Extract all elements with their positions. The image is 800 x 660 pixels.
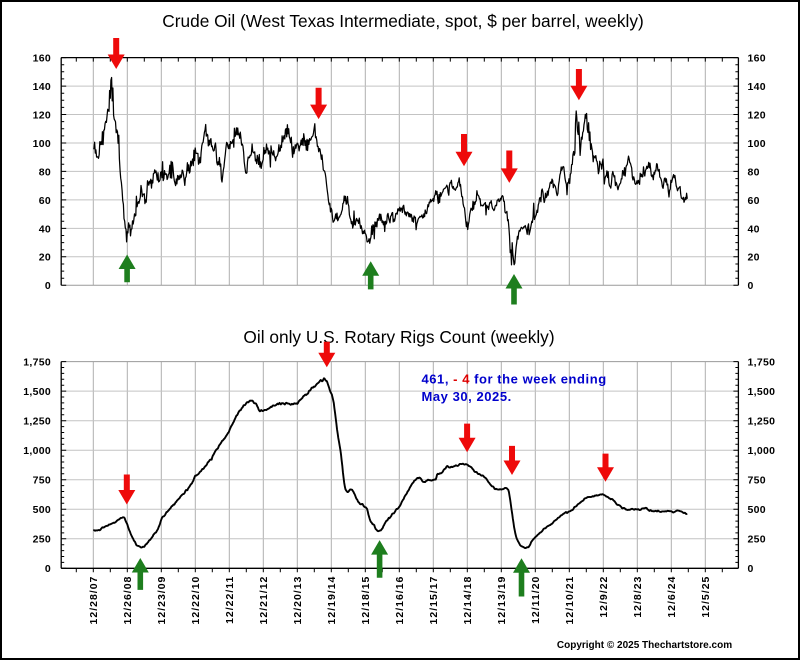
svg-text:12/26/08: 12/26/08 xyxy=(122,576,134,625)
svg-text:12/22/10: 12/22/10 xyxy=(190,576,202,625)
svg-text:1,000: 1,000 xyxy=(748,445,776,457)
svg-text:12/13/19: 12/13/19 xyxy=(496,576,508,625)
svg-text:12/15/17: 12/15/17 xyxy=(428,576,440,625)
svg-text:40: 40 xyxy=(39,223,51,235)
svg-text:40: 40 xyxy=(748,223,760,235)
svg-text:80: 80 xyxy=(748,166,760,178)
svg-text:1,250: 1,250 xyxy=(23,416,51,428)
svg-text:1,000: 1,000 xyxy=(23,445,51,457)
svg-text:60: 60 xyxy=(39,195,51,207)
svg-text:120: 120 xyxy=(748,109,766,121)
svg-text:60: 60 xyxy=(748,195,760,207)
svg-text:1,500: 1,500 xyxy=(748,386,776,398)
svg-text:20: 20 xyxy=(748,252,760,264)
svg-text:12/18/15: 12/18/15 xyxy=(360,576,372,625)
svg-text:12/6/24: 12/6/24 xyxy=(666,576,678,618)
svg-text:12/23/09: 12/23/09 xyxy=(156,576,168,625)
svg-text:20: 20 xyxy=(39,252,51,264)
svg-text:0: 0 xyxy=(45,563,51,575)
svg-text:1,500: 1,500 xyxy=(23,386,51,398)
svg-text:Crude Oil (West Texas Intermed: Crude Oil (West Texas Intermediate, spot… xyxy=(162,11,644,31)
svg-text:Copyright © 2025 Thechartstore: Copyright © 2025 Thechartstore.com xyxy=(557,640,732,651)
svg-text:750: 750 xyxy=(33,475,51,487)
svg-text:0: 0 xyxy=(45,280,51,292)
svg-text:500: 500 xyxy=(748,504,766,516)
svg-text:12/10/21: 12/10/21 xyxy=(564,576,576,625)
svg-text:12/14/18: 12/14/18 xyxy=(462,576,474,625)
svg-text:12/20/13: 12/20/13 xyxy=(292,576,304,625)
svg-text:12/21/12: 12/21/12 xyxy=(258,576,270,625)
svg-text:750: 750 xyxy=(748,475,766,487)
svg-text:12/11/20: 12/11/20 xyxy=(530,576,542,624)
svg-text:120: 120 xyxy=(33,109,51,121)
svg-text:160: 160 xyxy=(748,53,766,65)
svg-text:500: 500 xyxy=(33,504,51,516)
svg-text:1,750: 1,750 xyxy=(23,357,51,369)
svg-text:80: 80 xyxy=(39,166,51,178)
svg-text:100: 100 xyxy=(33,138,51,150)
svg-text:140: 140 xyxy=(748,81,766,93)
svg-text:461, - 4 for the week ending: 461, - 4 for the week ending xyxy=(422,371,607,386)
svg-text:12/8/23: 12/8/23 xyxy=(632,576,644,618)
svg-text:12/19/14: 12/19/14 xyxy=(326,576,338,625)
svg-text:May 30, 2025.: May 30, 2025. xyxy=(422,389,512,404)
svg-text:160: 160 xyxy=(33,53,51,65)
svg-text:1,250: 1,250 xyxy=(748,416,776,428)
svg-text:1,750: 1,750 xyxy=(748,357,776,369)
svg-text:12/28/07: 12/28/07 xyxy=(88,576,100,625)
svg-text:250: 250 xyxy=(33,534,51,546)
svg-text:140: 140 xyxy=(33,81,51,93)
svg-text:12/5/25: 12/5/25 xyxy=(700,576,712,618)
svg-text:12/22/11: 12/22/11 xyxy=(224,576,236,624)
svg-text:250: 250 xyxy=(748,534,766,546)
svg-text:0: 0 xyxy=(748,280,754,292)
svg-text:12/9/22: 12/9/22 xyxy=(598,576,610,618)
svg-text:Oil only U.S. Rotary Rigs Coun: Oil only U.S. Rotary Rigs Count (weekly) xyxy=(243,327,554,347)
svg-text:100: 100 xyxy=(748,138,766,150)
svg-text:12/16/16: 12/16/16 xyxy=(394,576,406,625)
svg-text:0: 0 xyxy=(748,563,754,575)
